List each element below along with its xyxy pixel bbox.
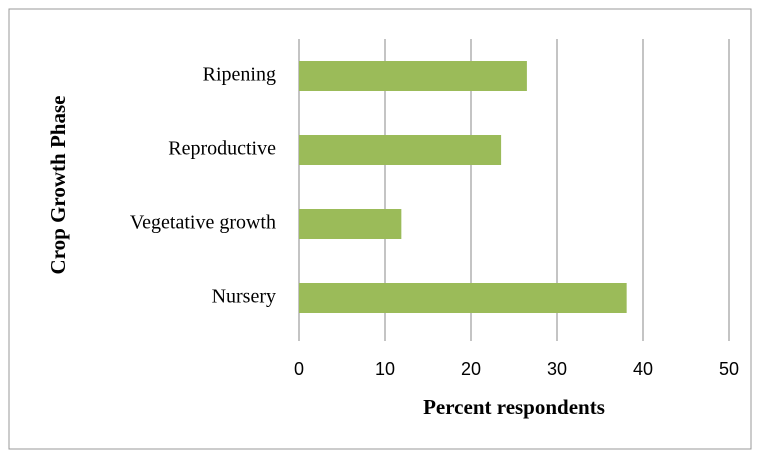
bar bbox=[299, 283, 627, 313]
y-tick-label: Nursery bbox=[212, 286, 276, 308]
bar bbox=[299, 135, 502, 165]
bar bbox=[299, 61, 527, 91]
y-tick-label: Reproductive bbox=[168, 138, 276, 160]
y-axis-title: Crop Growth Phase bbox=[46, 96, 70, 275]
x-tick-label: 40 bbox=[633, 359, 653, 379]
x-tick-label: 50 bbox=[719, 359, 739, 379]
x-axis-title: Percent respondents bbox=[423, 395, 605, 419]
x-tick-label: 10 bbox=[375, 359, 395, 379]
x-tick-label: 0 bbox=[294, 359, 304, 379]
y-tick-label: Ripening bbox=[203, 64, 276, 86]
x-tick-label: 20 bbox=[461, 359, 481, 379]
chart-border bbox=[8, 8, 752, 450]
bar bbox=[299, 209, 402, 239]
x-tick-label: 30 bbox=[547, 359, 567, 379]
y-tick-label: Vegetative growth bbox=[130, 212, 276, 234]
